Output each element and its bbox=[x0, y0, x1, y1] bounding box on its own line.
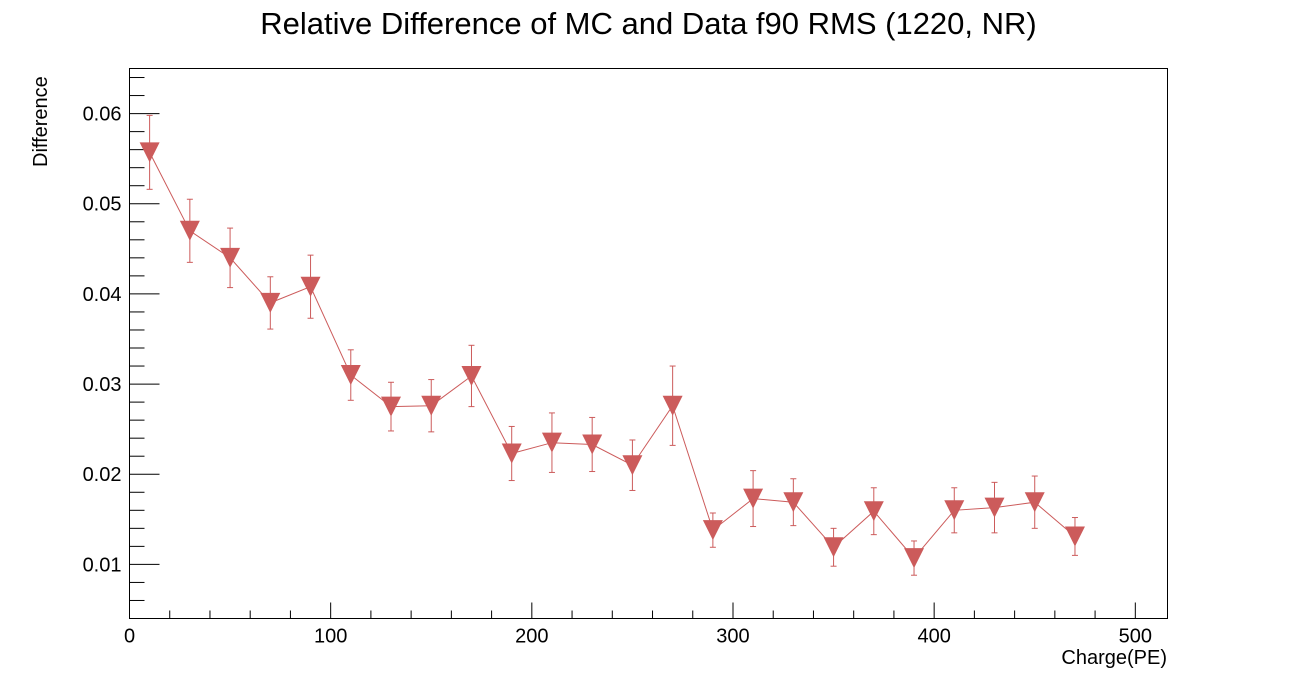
data-point bbox=[582, 434, 603, 455]
data-point bbox=[381, 396, 402, 417]
x-tick-label: 400 bbox=[917, 626, 950, 648]
y-tick-label: 0.01 bbox=[83, 554, 122, 576]
x-tick-label: 300 bbox=[716, 626, 749, 648]
data-point bbox=[823, 537, 844, 558]
x-tick-label: 500 bbox=[1119, 626, 1152, 648]
data-point bbox=[1064, 526, 1085, 547]
data-point bbox=[904, 548, 925, 569]
data-point bbox=[944, 500, 965, 521]
data-point bbox=[1024, 492, 1045, 513]
data-point bbox=[863, 501, 884, 522]
data-point bbox=[340, 365, 361, 386]
axes: 0 100 200 300 400 500 0.01 0.02 0.03 0.04 0.05 0.06 bbox=[83, 77, 1152, 648]
x-tick-label: 0 bbox=[124, 626, 135, 648]
data-point bbox=[421, 395, 442, 416]
chart-title: Relative Difference of MC and Data f90 R… bbox=[260, 6, 1037, 41]
plot-frame bbox=[129, 68, 1168, 619]
y-tick-label: 0.03 bbox=[83, 374, 122, 396]
y-tick-label: 0.05 bbox=[83, 194, 122, 216]
data-point bbox=[622, 455, 643, 476]
data-point bbox=[139, 142, 160, 163]
series-line bbox=[149, 152, 1076, 559]
data-point bbox=[662, 395, 683, 416]
y-tick-label: 0.04 bbox=[83, 284, 122, 306]
x-tick-label: 200 bbox=[515, 626, 548, 648]
data-point bbox=[984, 497, 1005, 518]
data-point bbox=[220, 247, 241, 268]
data-point bbox=[783, 492, 804, 513]
data-point bbox=[179, 220, 200, 241]
data-point bbox=[743, 488, 764, 509]
data-point bbox=[541, 432, 562, 453]
data-point bbox=[702, 520, 723, 541]
y-tick-label: 0.06 bbox=[83, 104, 122, 126]
data-point bbox=[300, 276, 321, 297]
data-point bbox=[260, 292, 281, 313]
data-point bbox=[461, 365, 482, 386]
data-point bbox=[501, 443, 522, 464]
data-marks bbox=[139, 114, 1085, 576]
y-tick-label: 0.02 bbox=[83, 464, 122, 486]
x-axis-title: Charge(PE) bbox=[1061, 647, 1167, 669]
x-tick-label: 100 bbox=[314, 626, 347, 648]
